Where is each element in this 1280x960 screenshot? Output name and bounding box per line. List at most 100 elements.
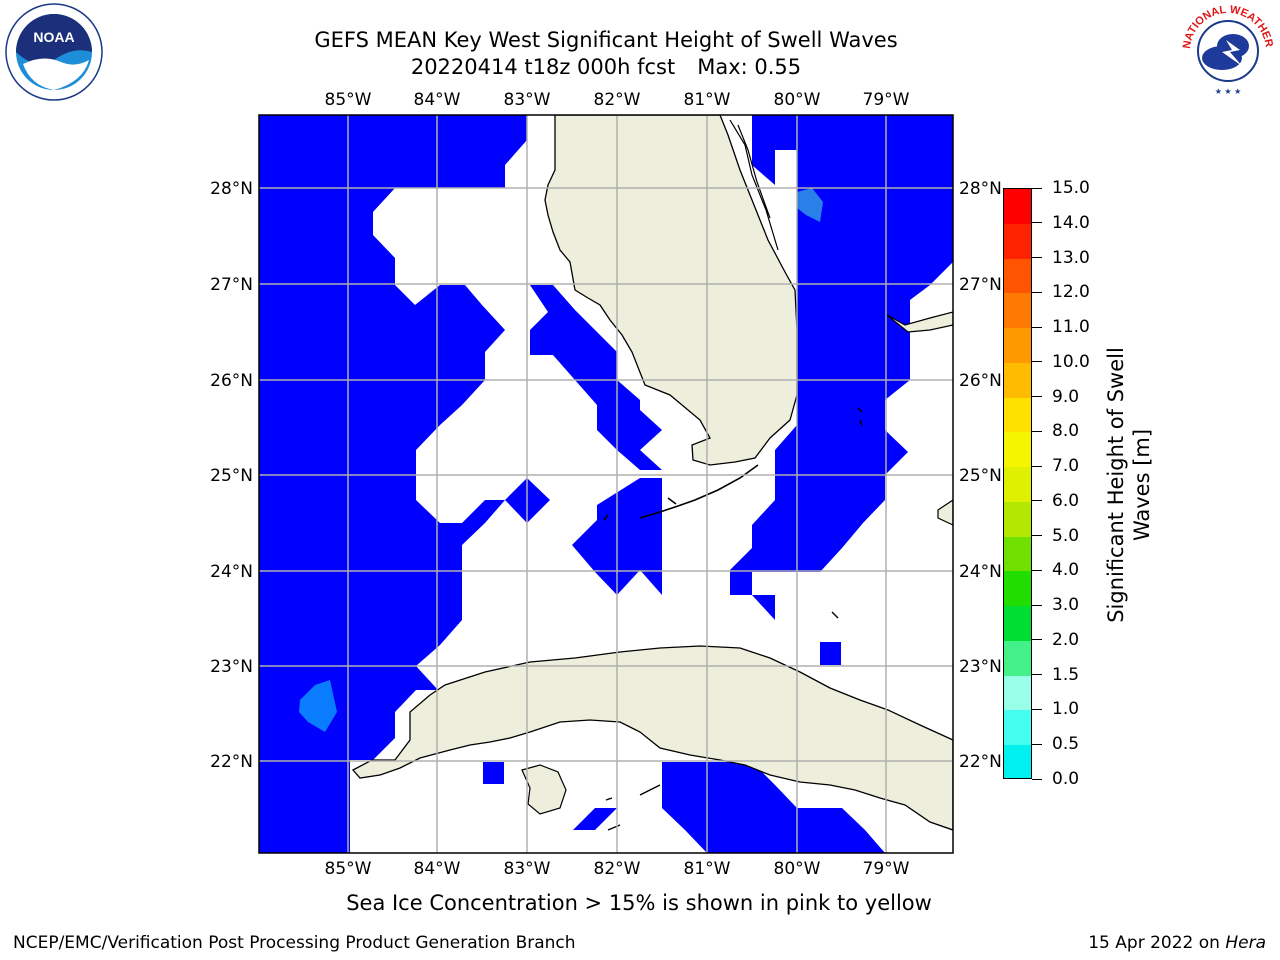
colorbar-tick [1032, 396, 1042, 398]
colorbar-tick-label: 4.0 [1052, 560, 1080, 581]
map-title: GEFS MEAN Key West Significant Height of… [314, 28, 898, 52]
colorbar-segment [1004, 223, 1031, 259]
colorbar-tick [1032, 326, 1042, 328]
axis-labels: 85°W 85°W 84°W 84°W 83°W 83°W 82°W 82°W 81°W 81°W… [210, 90, 1002, 879]
lon-label-bottom: 83°W [504, 859, 551, 879]
colorbar-tick [1032, 361, 1042, 363]
colorbar-tick [1032, 674, 1042, 676]
lon-label-bottom: 81°W [684, 859, 731, 879]
swell-0.5m-patch-west [299, 680, 337, 732]
colorbar-tick [1032, 500, 1042, 502]
colorbar-tick [1032, 778, 1042, 780]
lat-label-right: 26°N [959, 371, 1002, 391]
colorbar [1003, 188, 1032, 779]
lat-label-right: 28°N [959, 179, 1002, 199]
colorbar-segment [1004, 606, 1031, 641]
lat-label-left: 25°N [210, 466, 253, 486]
bahamas-islands [886, 311, 953, 526]
map-subtitle: 20220414 t18z 000h fcst Max: 0.55 [206, 54, 1006, 80]
colorbar-segment [1004, 432, 1031, 467]
florida-barrier-islands [729, 119, 779, 251]
colorbar-tick [1032, 430, 1042, 432]
swell-0.5m-patch-east [797, 188, 823, 222]
colorbar-segment [1004, 640, 1031, 676]
gulf-swell-region [259, 115, 527, 853]
colorbar-segment [1004, 258, 1031, 294]
lat-label-right: 27°N [959, 275, 1002, 295]
lat-label-left: 28°N [210, 179, 253, 199]
colorbar-tick [1032, 708, 1042, 710]
atlantic-swell-region [730, 115, 953, 620]
footer-date-text: 15 Apr 2022 on [1088, 933, 1220, 953]
swell-patch-2 [820, 642, 841, 665]
lat-label-left: 27°N [210, 275, 253, 295]
colorbar-tick [1032, 465, 1042, 467]
colorbar-label-line1: Significant Height of Swell [1104, 347, 1128, 623]
colorbar-tick-label: 13.0 [1052, 247, 1090, 268]
colorbar-segment [1004, 501, 1031, 537]
sea-ice-note: Sea Ice Concentration > 15% is shown in … [346, 891, 932, 915]
colorbar-tick-label: 6.0 [1052, 490, 1080, 511]
colorbar-tick-label: 7.0 [1052, 456, 1080, 477]
colorbar-tick [1032, 291, 1042, 293]
lon-label-bottom: 82°W [594, 859, 641, 879]
swell-patch-3 [483, 762, 504, 784]
lon-label-top: 79°W [863, 90, 910, 110]
caribbean-swell-region [662, 762, 885, 853]
colorbar-segment [1004, 710, 1031, 745]
lon-label-bottom: 79°W [863, 859, 910, 879]
lon-label-bottom: 85°W [325, 859, 372, 879]
graticule [259, 115, 953, 853]
colorbar-label-line2: Waves [m] [1130, 428, 1154, 542]
colorbar-tick-label: 0.5 [1052, 734, 1080, 755]
colorbar-tick-label: 1.5 [1052, 664, 1080, 685]
colorbar-tick-label: 3.0 [1052, 595, 1080, 616]
lon-label-top: 84°W [414, 90, 461, 110]
colorbar-segment [1004, 328, 1031, 363]
colorbar-tick-label: 12.0 [1052, 282, 1090, 303]
florida-keys [603, 464, 759, 521]
swell-patch-4 [573, 808, 617, 830]
lon-label-top: 82°W [594, 90, 641, 110]
svg-text:★ ★ ★: ★ ★ ★ [1215, 87, 1242, 96]
colorbar-tick-label: 11.0 [1052, 317, 1090, 338]
small-cays [605, 407, 863, 831]
colorbar-segment [1004, 189, 1031, 224]
colorbar-segment [1004, 467, 1031, 502]
lat-label-left: 24°N [210, 562, 253, 582]
colorbar-tick [1032, 257, 1042, 259]
footer-host: Hera [1225, 933, 1266, 953]
isle-of-youth [521, 764, 567, 815]
colorbar-segment [1004, 293, 1031, 328]
map-frame [258, 114, 954, 854]
colorbar-tick [1032, 743, 1042, 745]
forecast-time: 20220414 t18z 000h fcst [410, 55, 676, 79]
colorbar-segment [1004, 675, 1031, 711]
lat-label-left: 26°N [210, 371, 253, 391]
colorbar-segment [1004, 571, 1031, 606]
lat-label-right: 24°N [959, 562, 1002, 582]
noaa-logo-text: NOAA [33, 29, 74, 45]
colorbar-tick [1032, 535, 1042, 537]
lon-label-top: 81°W [684, 90, 731, 110]
colorbar-tick [1032, 569, 1042, 571]
footer-date: 15 Apr 2022 on Hera [1088, 933, 1266, 953]
colorbar-tick-label: 10.0 [1052, 351, 1090, 372]
lat-label-right: 25°N [959, 466, 1002, 486]
noaa-logo: NOAA [5, 3, 103, 101]
colorbar-segment [1004, 397, 1031, 433]
colorbar-segment [1004, 362, 1031, 398]
colorbar-tick-label: 5.0 [1052, 525, 1080, 546]
colorbar-tick-label: 15.0 [1052, 178, 1090, 198]
nws-logo: NATIONAL WEATHER SERVICE ★ ★ ★ [1178, 2, 1275, 97]
colorbar-tick-label: 8.0 [1052, 421, 1080, 442]
colorbar-tick-label: 9.0 [1052, 386, 1080, 407]
colorbar-segment [1004, 745, 1031, 778]
lat-label-left: 23°N [210, 657, 253, 677]
footer-branch: NCEP/EMC/Verification Post Processing Pr… [13, 933, 576, 953]
colorbar-tick [1032, 222, 1042, 224]
lon-label-top: 85°W [325, 90, 372, 110]
west-shelf-swell-region [530, 285, 662, 470]
florida-land [544, 115, 798, 466]
